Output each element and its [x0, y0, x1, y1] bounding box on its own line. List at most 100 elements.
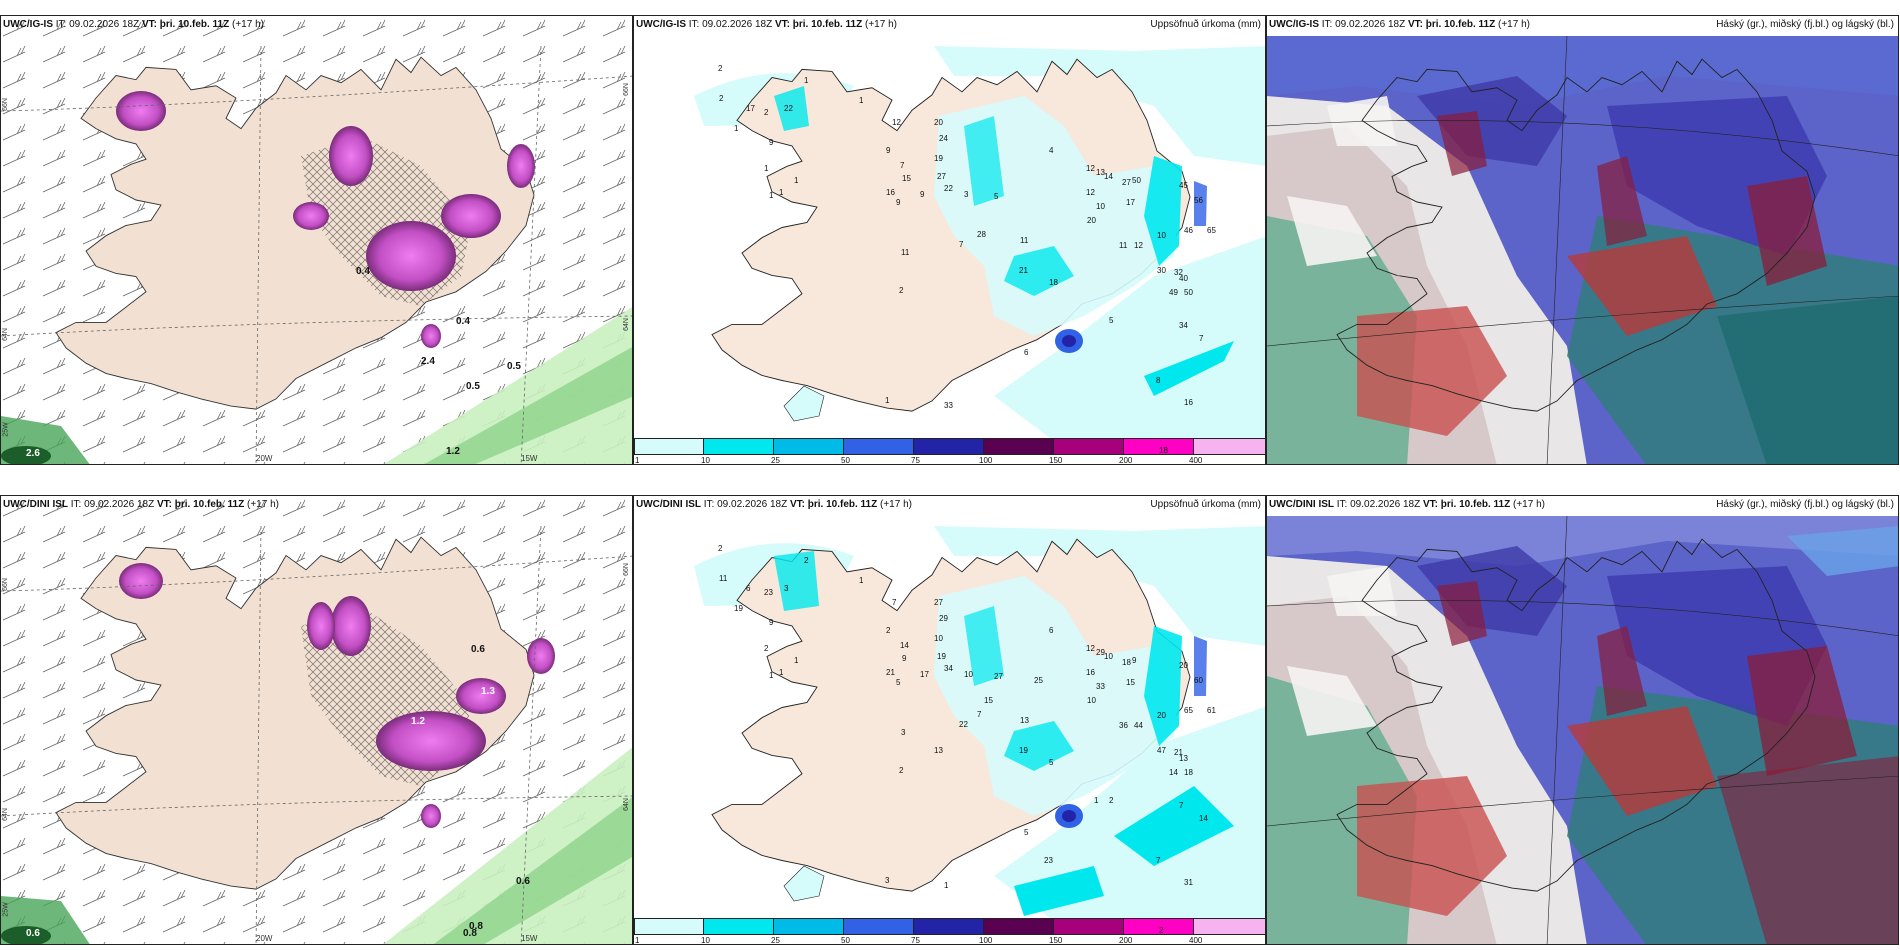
- precip-value: 18: [1159, 446, 1168, 455]
- panel-subtitle: Háský (gr.), miðský (fj.bl.) og lágský (…: [1716, 19, 1894, 30]
- panel-dini-cloud: UWC/DINI ISL IT: 09.02.2026 18Z VT: þri.…: [1266, 495, 1899, 945]
- precip-value: 23: [764, 588, 773, 597]
- precip-value: 65: [1184, 706, 1193, 715]
- precip-value: 21: [1019, 266, 1028, 275]
- precip-value: 20: [1179, 661, 1188, 670]
- colorbar-label: 100: [979, 456, 993, 465]
- colorbar-label: 100: [979, 936, 993, 945]
- precip-value: 12: [1086, 644, 1095, 653]
- precip-value: 34: [944, 664, 953, 673]
- precip-value: 22: [959, 720, 968, 729]
- value-label: 0.4: [456, 316, 470, 327]
- precip-value: 1: [779, 668, 784, 677]
- wind-map: [1, 496, 632, 944]
- precip-value: 11: [901, 248, 910, 257]
- precip-value: 1: [794, 176, 799, 185]
- precip-value: 3: [885, 876, 890, 885]
- precip-value: 44: [1134, 721, 1143, 730]
- axis-x-label: 20W: [256, 934, 273, 943]
- precip-value: 3: [964, 190, 969, 199]
- precip-value: 29: [939, 614, 948, 623]
- precip-value: 6: [1024, 348, 1029, 357]
- precip-value: 2: [719, 94, 724, 103]
- precip-value: 61: [1207, 706, 1216, 715]
- panel-title: UWC/IG-IS IT: 09.02.2026 18Z VT: þri. 10…: [3, 19, 264, 30]
- value-label: 1.3: [481, 686, 495, 697]
- precip-value: 29: [1096, 648, 1105, 657]
- precip-value: 12: [892, 118, 901, 127]
- precip-value: 3: [784, 584, 789, 593]
- precip-value: 65: [1207, 226, 1216, 235]
- cloud-map: [1267, 515, 1898, 944]
- precip-value: 11: [1020, 236, 1029, 245]
- axis-y-label: 66N: [1, 98, 9, 111]
- precip-value: 1: [885, 396, 890, 405]
- precip-value: 11: [1119, 241, 1128, 250]
- precip-value: 5: [1049, 758, 1054, 767]
- precip-value: 47: [1157, 746, 1166, 755]
- colorbar-swatch: [1054, 438, 1124, 455]
- precip-value: 5: [1024, 828, 1029, 837]
- precip-map: [634, 496, 1265, 944]
- axis-y-label: 64N: [1, 328, 9, 341]
- precip-value: 7: [959, 240, 964, 249]
- precip-value: 25: [1034, 676, 1043, 685]
- colorbar-swatch: [1054, 918, 1124, 935]
- colorbar-swatch: [1124, 918, 1194, 935]
- precip-value: 9: [769, 618, 774, 627]
- precip-value: 23: [1044, 856, 1053, 865]
- precip-value: 7: [1179, 801, 1184, 810]
- colorbar-label: 10: [701, 456, 710, 465]
- axis-y-label: 64N: [622, 318, 630, 331]
- value-label: 0.8: [463, 928, 477, 939]
- axis-y-label: 66N: [622, 83, 630, 96]
- precip-value: 27: [1122, 178, 1131, 187]
- wind-map: [1, 16, 632, 464]
- precip-value: 7: [900, 161, 905, 170]
- colorbar-label: 400: [1189, 936, 1203, 945]
- precip-value: 13: [1020, 716, 1029, 725]
- colorbar-swatch: [914, 438, 984, 455]
- colorbar-label: 50: [841, 936, 850, 945]
- precip-value: 1: [769, 671, 774, 680]
- colorbar-swatch: [844, 918, 914, 935]
- colorbar-label: 75: [911, 456, 920, 465]
- precip-value: 2: [804, 556, 809, 565]
- precip-value: 27: [994, 672, 1003, 681]
- precip-value: 40: [1179, 274, 1188, 283]
- axis-x-label: 15W: [521, 934, 538, 943]
- cloud-map: [1267, 35, 1898, 464]
- precip-value: 15: [1126, 678, 1135, 687]
- precip-value: 17: [920, 670, 929, 679]
- colorbar-label: 10: [701, 936, 710, 945]
- precip-value: 2: [899, 766, 904, 775]
- precip-value: 34: [1179, 321, 1188, 330]
- panel-title: UWC/DINI ISL IT: 09.02.2026 18Z VT: þri.…: [3, 499, 279, 510]
- precip-value: 9: [920, 190, 925, 199]
- colorbar-swatch: [844, 438, 914, 455]
- precip-value: 13: [1096, 168, 1105, 177]
- panel-subtitle: Uppsöfnuð úrkoma (mm): [1150, 19, 1261, 30]
- precip-value: 1: [859, 576, 864, 585]
- precip-value: 3: [901, 728, 906, 737]
- precip-value: 2: [1109, 796, 1114, 805]
- precip-value: 20: [934, 118, 943, 127]
- value-label: 0.8: [469, 921, 483, 932]
- value-label: 0.4: [356, 266, 370, 277]
- panel-ig-wind: UWC/IG-IS IT: 09.02.2026 18Z VT: þri. 10…: [0, 15, 633, 465]
- precip-value: 7: [1199, 334, 1204, 343]
- precip-value: 1: [804, 76, 809, 85]
- value-label: 0.5: [507, 361, 521, 372]
- precip-value: 9: [886, 146, 891, 155]
- precip-colorbar: 1 10 25 50 75 100 150 200 400: [634, 918, 1265, 945]
- value-label: 0.6: [26, 928, 40, 939]
- precip-value: 16: [1184, 398, 1193, 407]
- precip-value: 32: [1174, 268, 1183, 277]
- precip-value: 16: [1086, 668, 1095, 677]
- value-label: 2.6: [26, 448, 40, 459]
- precip-value: 20: [1157, 711, 1166, 720]
- colorbar-label: 400: [1189, 456, 1203, 465]
- precip-value: 10: [1157, 231, 1166, 240]
- precip-value: 15: [902, 174, 911, 183]
- precip-value: 12: [1086, 188, 1095, 197]
